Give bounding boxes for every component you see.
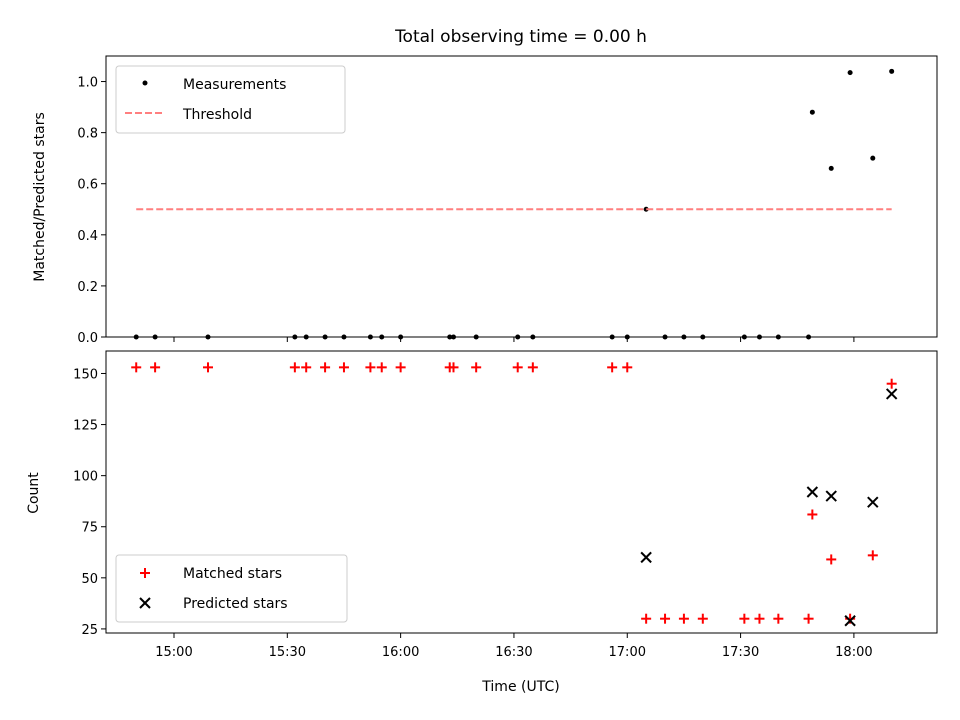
- x-tick-label: 16:30: [495, 645, 532, 660]
- legend-predicted-label: Predicted stars: [183, 596, 288, 612]
- matched-star-point: [338, 362, 349, 373]
- matched-star-point: [867, 550, 878, 561]
- matched-star-point: [622, 362, 633, 373]
- y-tick-label: 150: [73, 367, 98, 382]
- matched-star-point: [289, 362, 300, 373]
- matched-star-point: [773, 613, 784, 624]
- measurement-point: [847, 70, 853, 76]
- matched-star-point: [739, 613, 750, 624]
- measurement-point: [809, 109, 815, 115]
- x-tick-label: 15:00: [155, 645, 192, 660]
- top-x-ticks: [173, 337, 855, 342]
- measurement-point: [889, 68, 895, 74]
- predicted-star-point: [844, 615, 856, 627]
- matched-star-point: [150, 362, 161, 373]
- bottom-y-ticks: [101, 372, 106, 630]
- top-y-axis-label: Matched/Predicted stars: [32, 112, 48, 282]
- matched-star-point: [376, 362, 387, 373]
- y-tick-label: 125: [73, 419, 98, 434]
- bottom-plot-frame: [105, 350, 938, 634]
- y-tick-label: 50: [81, 572, 98, 587]
- predicted-star-point: [885, 388, 898, 400]
- y-tick-label: 0.2: [77, 280, 98, 295]
- y-tick-label: 0.8: [77, 127, 98, 142]
- x-tick-label: 15:30: [269, 645, 306, 660]
- bottom-y-axis-label: Count: [26, 472, 42, 514]
- legend-matched-marker: [140, 568, 150, 578]
- chart-title: Total observing time = 0.00 h: [394, 27, 647, 47]
- x-tick-label: 17:30: [722, 645, 759, 660]
- matched-star-point: [754, 613, 765, 624]
- bottom-x-ticks: [173, 633, 855, 638]
- x-tick-label: 16:00: [382, 645, 419, 660]
- legend-predicted-marker: [139, 597, 151, 609]
- y-tick-label: 0.6: [77, 178, 98, 193]
- matched-star-point: [803, 613, 814, 624]
- bottom-x-tick-labels: 15:00 15:30 16:00 16:30 17:00 17:30 18:00: [155, 645, 872, 660]
- top-legend-box: [115, 65, 346, 134]
- matched-star-point: [826, 554, 837, 565]
- x-tick-label: 17:00: [609, 645, 646, 660]
- top-y-tick-labels: 0.0 0.2 0.4 0.6 0.8 1.0: [77, 76, 98, 346]
- measurement-point: [870, 155, 876, 161]
- top-plot-marks: [133, 68, 895, 340]
- predicted-star-point: [806, 486, 819, 498]
- x-tick-label: 18:00: [835, 645, 872, 660]
- y-tick-label: 0.0: [77, 331, 98, 346]
- top-plot-frame: [105, 55, 938, 338]
- matched-star-point: [131, 362, 142, 373]
- matched-star-point: [678, 613, 689, 624]
- matched-star-point: [320, 362, 331, 373]
- predicted-star-point: [867, 496, 879, 508]
- legend-measurements-marker: [142, 80, 148, 86]
- y-tick-label: 100: [73, 470, 98, 485]
- y-tick-label: 0.4: [77, 229, 98, 244]
- matched-star-point: [886, 378, 897, 389]
- matched-star-point: [697, 613, 708, 624]
- y-tick-label: 25: [81, 623, 98, 638]
- matched-star-point: [471, 362, 482, 373]
- matched-star-point: [660, 613, 671, 624]
- matched-star-point: [365, 362, 376, 373]
- measurement-point: [828, 165, 834, 171]
- matched-star-point: [301, 362, 312, 373]
- bottom-plot-marks: [131, 362, 898, 627]
- matched-star-point: [845, 613, 856, 624]
- bottom-legend-box: [115, 554, 348, 623]
- x-axis-label: Time (UTC): [481, 679, 559, 695]
- predicted-star-point: [825, 490, 837, 502]
- legend-threshold-label: Threshold: [182, 107, 252, 123]
- top-y-ticks: [101, 81, 106, 338]
- matched-star-point: [202, 362, 213, 373]
- matched-star-point: [641, 613, 652, 624]
- legend-measurements-label: Measurements: [183, 77, 286, 93]
- legend-matched-label: Matched stars: [183, 566, 282, 582]
- measurement-point: [643, 206, 649, 212]
- matched-star-point: [512, 362, 523, 373]
- predicted-star-point: [640, 551, 652, 564]
- matched-star-point: [607, 362, 618, 373]
- bottom-y-tick-labels: 25 50 75 100 125 150: [73, 367, 98, 637]
- y-tick-label: 75: [81, 521, 98, 536]
- matched-star-point: [527, 362, 538, 373]
- matched-star-point: [395, 362, 406, 373]
- matched-star-point: [807, 509, 818, 520]
- y-tick-label: 1.0: [77, 76, 98, 91]
- top-legend: Measurements Threshold: [115, 65, 346, 134]
- bottom-legend: Matched stars Predicted stars: [115, 554, 348, 623]
- matched-star-point: [448, 362, 459, 373]
